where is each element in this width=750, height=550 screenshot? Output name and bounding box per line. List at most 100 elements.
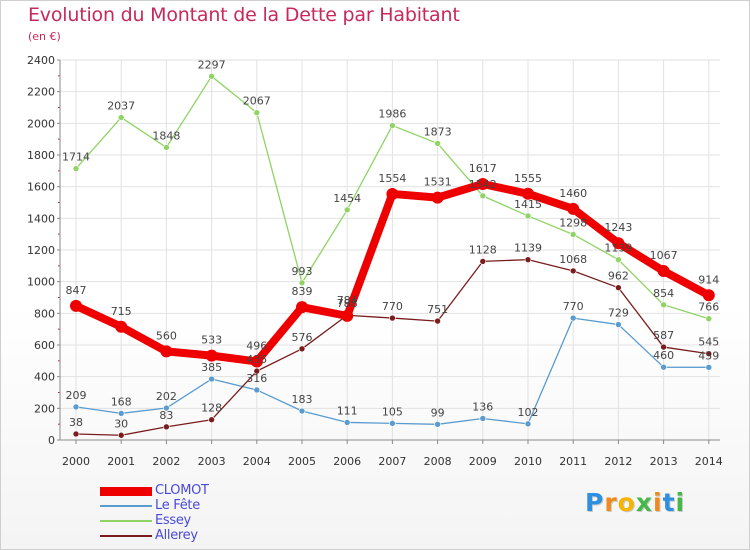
data-point-le-fete bbox=[660, 363, 667, 371]
data-point-le-fete bbox=[117, 410, 125, 417]
y-tick-label: 1600 bbox=[27, 181, 55, 194]
data-point-allerey bbox=[298, 345, 306, 353]
legend-label-clomot: CLOMOT bbox=[155, 483, 209, 498]
legend-swatch-essey bbox=[100, 520, 152, 522]
data-point-clomot bbox=[250, 355, 263, 368]
data-label-allerey: 128 bbox=[201, 402, 222, 415]
data-point-clomot bbox=[205, 349, 218, 362]
legend-item-essey: Essey bbox=[100, 513, 280, 529]
x-tick-label: 2013 bbox=[650, 455, 678, 468]
data-point-essey bbox=[660, 301, 667, 309]
data-point-le-fete bbox=[298, 407, 306, 415]
data-label-le-fete: 209 bbox=[66, 389, 87, 402]
data-point-le-fete bbox=[208, 375, 215, 383]
legend-swatch-allerey bbox=[100, 535, 152, 537]
data-label-allerey: 435 bbox=[246, 353, 267, 366]
data-point-allerey bbox=[705, 350, 713, 358]
x-tick-label: 2014 bbox=[695, 455, 723, 468]
data-point-clomot bbox=[70, 299, 82, 312]
legend-item-allerey: Allerey bbox=[100, 528, 280, 544]
data-label-clomot: 715 bbox=[111, 305, 132, 318]
data-point-le-fete bbox=[343, 419, 351, 426]
data-label-essey: 1986 bbox=[378, 108, 406, 121]
data-label-essey: 1454 bbox=[333, 192, 361, 205]
data-point-essey bbox=[253, 109, 261, 117]
data-label-essey: 993 bbox=[292, 265, 313, 278]
x-tick-label: 2006 bbox=[333, 455, 361, 468]
x-tick-label: 2002 bbox=[152, 455, 180, 468]
data-point-essey bbox=[705, 315, 713, 323]
data-point-essey bbox=[117, 114, 125, 121]
logo-letter: i bbox=[653, 488, 663, 517]
y-tick-label: 1400 bbox=[27, 212, 55, 225]
x-tick-label: 2010 bbox=[514, 455, 542, 468]
data-label-le-fete: 202 bbox=[156, 390, 177, 403]
data-label-le-fete: 316 bbox=[246, 372, 267, 385]
data-point-allerey bbox=[72, 430, 80, 438]
x-tick-label: 2008 bbox=[424, 455, 452, 468]
data-point-allerey bbox=[253, 367, 261, 375]
data-label-le-fete: 105 bbox=[382, 405, 403, 418]
data-label-clomot: 496 bbox=[246, 339, 267, 352]
y-tick-label: 1000 bbox=[27, 276, 55, 289]
data-point-le-fete bbox=[434, 421, 441, 428]
data-label-clomot: 1460 bbox=[559, 187, 587, 200]
data-label-allerey: 962 bbox=[608, 270, 629, 283]
data-label-clomot: 1554 bbox=[378, 172, 406, 185]
data-point-le-fete bbox=[163, 404, 170, 412]
data-point-allerey bbox=[389, 314, 396, 322]
data-point-le-fete bbox=[389, 420, 396, 427]
data-point-le-fete bbox=[253, 386, 261, 394]
chart-title: Evolution du Montant de la Dette par Hab… bbox=[28, 4, 460, 26]
data-label-allerey: 545 bbox=[698, 336, 719, 349]
y-tick-label: 200 bbox=[34, 402, 55, 415]
data-label-clomot: 784 bbox=[337, 294, 358, 307]
data-label-clomot: 839 bbox=[292, 285, 313, 298]
data-label-clomot: 914 bbox=[698, 273, 719, 286]
legend: CLOMOT Le Fête Essey Allerey bbox=[100, 483, 280, 544]
data-label-allerey: 1068 bbox=[559, 253, 587, 266]
data-label-clomot: 560 bbox=[156, 329, 177, 342]
data-label-essey: 2037 bbox=[107, 99, 135, 112]
data-label-essey: 1298 bbox=[559, 216, 587, 229]
data-label-allerey: 1128 bbox=[469, 243, 497, 256]
legend-item-clomot: CLOMOT bbox=[100, 483, 280, 499]
data-point-essey bbox=[72, 165, 80, 172]
logo-letter: r bbox=[604, 488, 618, 517]
data-point-essey bbox=[569, 231, 577, 238]
data-label-allerey: 30 bbox=[114, 417, 128, 430]
legend-label-essey: Essey bbox=[155, 513, 191, 528]
data-point-le-fete bbox=[615, 321, 622, 328]
data-label-clomot: 847 bbox=[66, 284, 87, 297]
data-point-le-fete bbox=[479, 415, 487, 422]
data-label-le-fete: 168 bbox=[111, 395, 132, 408]
logo-letter: i bbox=[675, 488, 686, 517]
data-point-essey bbox=[389, 122, 396, 129]
data-point-essey bbox=[615, 256, 622, 263]
legend-label-allerey: Allerey bbox=[155, 528, 198, 543]
data-label-essey: 1848 bbox=[152, 129, 180, 142]
x-tick-label: 2005 bbox=[288, 455, 316, 468]
data-label-essey: 766 bbox=[698, 301, 719, 314]
data-point-allerey bbox=[208, 416, 215, 424]
y-tick-label: 1800 bbox=[27, 149, 55, 162]
x-tick-label: 2011 bbox=[559, 455, 587, 468]
x-tick-label: 2004 bbox=[243, 455, 271, 468]
logo-letter: P bbox=[585, 488, 605, 517]
data-point-le-fete bbox=[72, 403, 80, 411]
data-label-le-fete: 183 bbox=[292, 393, 313, 406]
data-point-le-fete bbox=[705, 364, 713, 371]
data-point-le-fete bbox=[524, 420, 532, 428]
data-point-essey bbox=[524, 212, 532, 220]
data-label-le-fete: 729 bbox=[608, 307, 629, 320]
data-point-clomot bbox=[160, 345, 173, 358]
data-label-le-fete: 136 bbox=[472, 400, 493, 413]
data-point-clomot bbox=[476, 177, 489, 190]
data-label-essey: 1714 bbox=[62, 151, 90, 164]
logo-letter: x bbox=[635, 488, 653, 517]
data-label-allerey: 788 bbox=[337, 297, 358, 310]
data-label-essey: 1873 bbox=[424, 125, 452, 138]
data-label-allerey: 770 bbox=[382, 300, 403, 313]
x-tick-label: 2001 bbox=[107, 455, 135, 468]
